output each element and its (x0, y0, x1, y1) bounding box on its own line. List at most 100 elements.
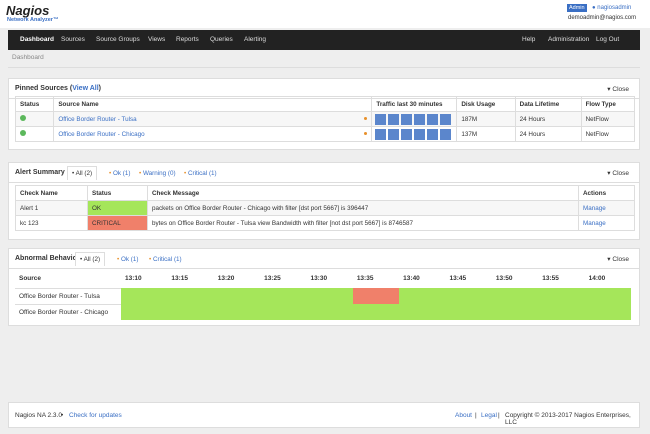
close-text[interactable]: Close (612, 170, 629, 177)
title: Pinned Sources ( (15, 85, 73, 92)
close[interactable]: ▾ Close (607, 170, 629, 177)
nav-item[interactable]: Help (522, 36, 536, 43)
nav-item[interactable]: Administration (548, 36, 590, 43)
tab-label[interactable]: All (2) (83, 256, 101, 263)
check-updates[interactable]: Check for updates (69, 412, 122, 419)
nav-item[interactable]: Views (148, 36, 166, 43)
column-header: Data Lifetime (514, 96, 582, 112)
close[interactable]: ▾ Close (607, 86, 629, 93)
column-header: Status (87, 185, 148, 201)
logo: Nagios (6, 3, 50, 18)
cell: NetFlow (580, 111, 636, 127)
status-cell (213, 304, 261, 320)
tab[interactable]: • Critical (1) (149, 256, 182, 263)
tab-label[interactable]: Critical (1) (187, 170, 217, 177)
logo-subtitle: Network Analyzer™ (7, 17, 58, 23)
panel-header: Abnormal Behavior • All (2) • Ok (1) • Crit… (9, 249, 639, 269)
tab[interactable]: • Critical (1) (184, 170, 217, 177)
time-label: 13:20 (217, 275, 235, 282)
user[interactable]: nagiosadmin (597, 5, 632, 11)
tab-dot: • (72, 170, 76, 177)
nav-item[interactable]: Log Out (596, 36, 620, 43)
dot: • (61, 412, 64, 419)
nav-item[interactable]: Alerting (244, 36, 267, 43)
status (14, 111, 55, 127)
nav-item[interactable]: Sources (61, 36, 85, 43)
tab-label[interactable]: Critical (1) (152, 256, 182, 263)
pinned-table: Status Source Name Traffic last 30 minutes… (14, 96, 636, 142)
abnormal-panel: Abnormal Behavior • All (2) • Ok (1) • Crit… (8, 248, 640, 326)
traffic-box (427, 113, 439, 125)
tab-label[interactable]: All (2) (75, 170, 93, 177)
separator: | (475, 412, 477, 419)
nav-item[interactable]: Reports (176, 36, 199, 43)
timeline: Source 13:10 13:15 13:20 13:25 13:30 13:35 13:4… (15, 271, 635, 323)
traffic-box (375, 128, 387, 140)
email: demoadmin@nagios.com (568, 15, 637, 21)
cell: 24 Hours (514, 126, 582, 142)
pinned-panel: Pinned Sources (View All) ▾ Close Status… (8, 78, 640, 150)
status-cell (584, 304, 632, 320)
time-label: 13:25 (264, 275, 281, 282)
traffic-box (414, 128, 426, 140)
status-cell (538, 288, 586, 304)
status-cell (306, 304, 354, 320)
nav-item[interactable]: Queries (210, 36, 233, 43)
alert-table: Check Name Status Check Message Actions Aler… (15, 185, 635, 231)
tab[interactable]: • All (2) (67, 166, 98, 180)
column-header: Disk Usage (456, 96, 516, 112)
ok-icon (20, 130, 26, 136)
tab-label[interactable]: Ok (1) (112, 170, 131, 177)
nav-item[interactable]: Source Groups (96, 36, 140, 43)
traffic-box (427, 128, 439, 140)
tab-dot: • (117, 256, 121, 263)
panel-title: Abnormal Behavior (15, 255, 80, 262)
logo-tm: ™ (52, 17, 59, 23)
cell: 187M (456, 111, 516, 127)
check-name: Alert 1 (15, 200, 88, 216)
traffic-box (375, 113, 387, 125)
status-cell (167, 288, 215, 304)
source-name[interactable]: Office Border Router - Chicago (58, 130, 145, 138)
traffic-box (401, 128, 413, 140)
copyright: Copyright © 2013-2017 Nagios Enterprises… (505, 412, 631, 426)
time-label: 13:45 (449, 275, 467, 282)
close[interactable]: ▾ Close (607, 256, 629, 263)
action[interactable]: Manage (578, 215, 635, 231)
tab[interactable]: • All (2) (75, 252, 106, 266)
tab-label[interactable]: Ok (1) (120, 256, 139, 263)
status-cell (491, 304, 539, 320)
header-row: Status Source Name Traffic last 30 minutes… (14, 96, 636, 112)
tab[interactable]: • Warning (0) (139, 170, 176, 177)
status-cell (445, 288, 493, 304)
tab-label[interactable]: Warning (0) (142, 170, 176, 177)
user-link[interactable]: ● nagiosadmin (592, 5, 632, 11)
tab[interactable]: • Ok (1) (117, 256, 138, 263)
close-text[interactable]: Close (612, 256, 629, 263)
status-cell (260, 304, 307, 320)
action[interactable]: Manage (578, 200, 635, 216)
row: Office Border Router - Tulsa 187M 24 Hours… (14, 111, 636, 127)
about[interactable]: About (455, 412, 472, 419)
source-name: Office Border Router - Tulsa (19, 293, 100, 300)
view-all[interactable]: View All (72, 85, 99, 92)
source-name[interactable]: Office Border Router - Tulsa (58, 115, 137, 123)
cell: NetFlow (580, 126, 636, 142)
header-row: Check Name Status Check Message Actions (15, 185, 635, 201)
status-cell (352, 288, 400, 304)
tab[interactable]: • Ok (1) (109, 170, 130, 177)
source-cell: Office Border Router - Tulsa (53, 111, 373, 127)
status-cell (213, 288, 261, 304)
nav-bar: Dashboard Sources Source Groups Views Re… (8, 30, 640, 50)
legal[interactable]: Legal (481, 412, 497, 419)
status-cell (121, 304, 168, 320)
status-cell (352, 304, 400, 320)
status-cell (445, 304, 493, 320)
nav-item[interactable]: Dashboard (20, 36, 54, 43)
status-cell (491, 288, 539, 304)
time-label: 13:35 (356, 275, 374, 282)
cell: 24 Hours (514, 111, 582, 127)
close-text[interactable]: Close (612, 86, 629, 93)
tab-dot: • (109, 170, 113, 177)
breadcrumb: Dashboard (8, 54, 640, 68)
